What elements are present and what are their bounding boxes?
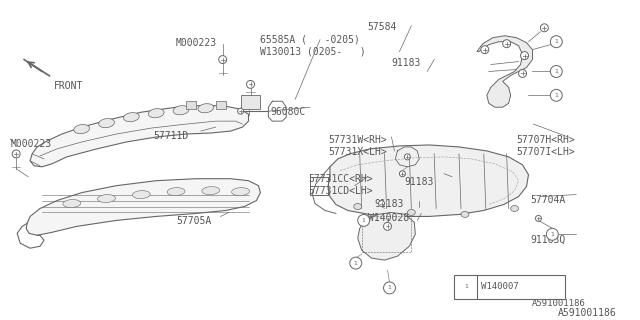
Text: M000223: M000223 (176, 38, 217, 48)
Text: 57731W<RH>: 57731W<RH> (328, 135, 387, 145)
Ellipse shape (148, 108, 164, 118)
Ellipse shape (167, 188, 185, 196)
Text: 57731CC<RH>: 57731CC<RH> (308, 174, 372, 184)
Ellipse shape (461, 212, 469, 217)
Bar (216, 101, 226, 109)
Circle shape (550, 36, 563, 48)
Circle shape (550, 89, 563, 101)
Ellipse shape (232, 188, 250, 196)
Text: W140028: W140028 (367, 213, 409, 223)
Text: 57584: 57584 (367, 22, 397, 32)
Ellipse shape (132, 191, 150, 199)
Text: FRONT: FRONT (54, 81, 83, 92)
Polygon shape (477, 36, 532, 107)
FancyBboxPatch shape (454, 275, 565, 299)
Text: 1: 1 (554, 39, 558, 44)
Circle shape (237, 108, 244, 114)
Polygon shape (358, 212, 415, 260)
Circle shape (481, 46, 489, 54)
Circle shape (404, 154, 410, 160)
Circle shape (536, 215, 541, 221)
Ellipse shape (98, 195, 115, 203)
Text: 1: 1 (362, 218, 365, 223)
Ellipse shape (124, 113, 140, 122)
Circle shape (550, 66, 563, 77)
Circle shape (383, 222, 392, 230)
Ellipse shape (63, 200, 81, 207)
Polygon shape (26, 179, 260, 235)
Circle shape (502, 40, 511, 48)
Circle shape (219, 56, 227, 64)
Circle shape (246, 80, 255, 88)
Text: W130013 (0205-   ): W130013 (0205- ) (260, 47, 366, 57)
Text: 91183: 91183 (392, 58, 421, 68)
Ellipse shape (198, 104, 214, 113)
Bar (362, 216, 412, 252)
Circle shape (383, 282, 396, 294)
Text: 1: 1 (354, 260, 358, 266)
Ellipse shape (74, 124, 90, 134)
Bar (186, 101, 196, 109)
Ellipse shape (354, 204, 362, 210)
Text: A591001186: A591001186 (531, 299, 585, 308)
Polygon shape (328, 145, 529, 216)
Text: M000223: M000223 (10, 139, 51, 149)
Text: 57707I<LH>: 57707I<LH> (516, 147, 575, 157)
Text: 57707H<RH>: 57707H<RH> (516, 135, 575, 145)
Text: 1: 1 (464, 284, 468, 289)
Text: 91183: 91183 (374, 199, 404, 209)
Text: 96080C: 96080C (270, 107, 306, 117)
Text: 91183: 91183 (404, 177, 434, 187)
Circle shape (12, 150, 20, 158)
Circle shape (547, 228, 558, 240)
Ellipse shape (408, 210, 415, 215)
Ellipse shape (511, 205, 518, 212)
Polygon shape (30, 105, 248, 167)
Circle shape (460, 281, 472, 293)
Text: 1: 1 (554, 69, 558, 74)
Text: A591001186: A591001186 (558, 308, 617, 318)
Text: 57705A: 57705A (176, 216, 211, 227)
Text: W140007: W140007 (500, 289, 541, 299)
Text: 57731CD<LH>: 57731CD<LH> (308, 186, 372, 196)
Circle shape (540, 24, 548, 32)
Circle shape (379, 201, 385, 206)
Circle shape (518, 69, 527, 77)
Text: 57704A: 57704A (531, 195, 566, 204)
Text: 91163Q: 91163Q (531, 234, 566, 244)
Ellipse shape (202, 187, 220, 195)
Bar (241, 95, 260, 109)
Circle shape (520, 52, 529, 60)
Text: 1: 1 (388, 285, 392, 291)
Circle shape (399, 171, 405, 177)
Text: 65585A (   -0205): 65585A ( -0205) (260, 35, 360, 45)
Circle shape (350, 257, 362, 269)
Text: 1: 1 (550, 232, 554, 237)
Text: 1: 1 (554, 93, 558, 98)
Text: 57731X<LH>: 57731X<LH> (328, 147, 387, 157)
Ellipse shape (99, 118, 115, 128)
Circle shape (358, 214, 370, 226)
Text: 57711D: 57711D (153, 131, 188, 141)
Ellipse shape (173, 106, 189, 115)
Text: W140007: W140007 (481, 283, 518, 292)
